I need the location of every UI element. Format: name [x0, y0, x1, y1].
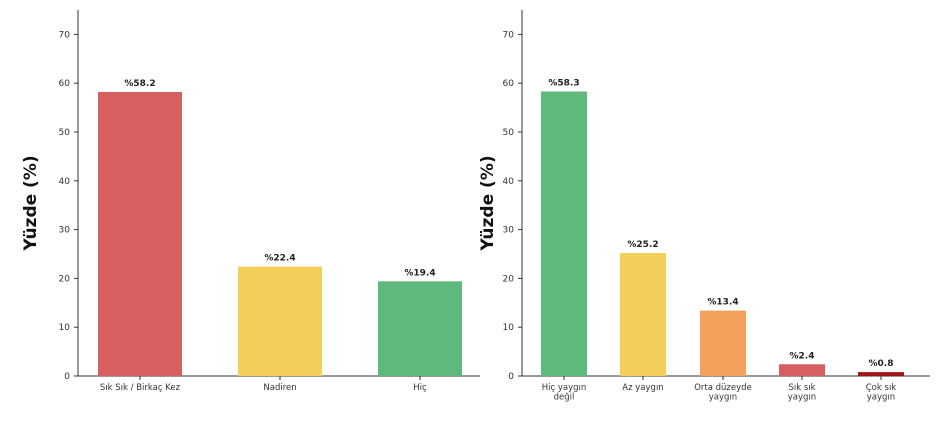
- category-label: Sık Sık / Birkaç Kez: [100, 383, 181, 393]
- data-label: %58.3: [548, 78, 579, 88]
- category-label: Hiç yaygın: [542, 383, 587, 393]
- y-tick-label: 10: [503, 323, 515, 333]
- y-tick-label: 40: [503, 177, 515, 187]
- chart-left: 0 10 20 30 40 50 60 70 Yüzde (%) %58.2 Sık Sık / B…: [21, 10, 480, 393]
- category-label: Hiç: [413, 383, 427, 393]
- category-label: Sık sık: [788, 383, 815, 393]
- data-label: %0.8: [869, 359, 894, 369]
- y-tick-label: 0: [508, 372, 514, 382]
- bar: [378, 281, 462, 376]
- chart-right: 0 10 20 30 40 50 60 70 Yüzde (%) %58.3 Hiç yaygınd…: [478, 10, 930, 403]
- bar: [541, 91, 587, 376]
- y-tick-label: 50: [59, 128, 71, 138]
- data-label: %58.2: [124, 79, 155, 89]
- category-label: yaygın: [788, 393, 816, 403]
- category-label: yaygın: [709, 393, 737, 403]
- category-label: Az yaygın: [622, 383, 663, 393]
- y-tick-label: 30: [59, 226, 71, 236]
- category-label: Nadiren: [263, 383, 296, 393]
- bar: [620, 253, 666, 376]
- y-tick-label: 50: [503, 128, 515, 138]
- category-label: Çok sık: [866, 383, 897, 393]
- y-tick-label: 20: [503, 274, 515, 284]
- y-axis-title: Yüzde (%): [478, 155, 498, 251]
- y-tick-label: 40: [59, 177, 71, 187]
- category-label: Orta düzeyde: [694, 383, 752, 393]
- data-label: %25.2: [627, 240, 658, 250]
- y-tick-label: 70: [503, 30, 515, 40]
- y-tick-label: 60: [503, 79, 515, 89]
- category-label: değil: [554, 393, 575, 403]
- y-tick-label: 10: [59, 323, 71, 333]
- y-axis-title: Yüzde (%): [21, 155, 41, 251]
- data-label: %2.4: [790, 351, 815, 361]
- bar: [98, 91, 182, 376]
- category-label: yaygın: [867, 393, 895, 403]
- data-label: %19.4: [404, 268, 435, 278]
- y-tick-label: 60: [59, 79, 71, 89]
- bar: [700, 310, 746, 376]
- data-label: %22.4: [264, 254, 295, 264]
- y-tick-label: 20: [59, 274, 71, 284]
- bar: [238, 266, 322, 376]
- bar: [858, 372, 904, 376]
- data-label: %13.4: [707, 298, 738, 308]
- y-tick-label: 0: [64, 372, 70, 382]
- y-tick-label: 70: [59, 30, 71, 40]
- bar: [779, 364, 825, 376]
- y-tick-label: 30: [503, 226, 515, 236]
